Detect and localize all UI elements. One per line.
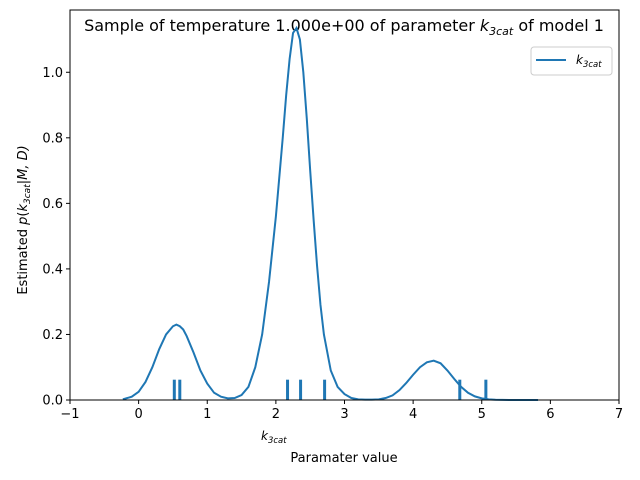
y-tick-label: 0.0 bbox=[42, 394, 63, 409]
x-axis-note-k: k bbox=[261, 429, 269, 443]
y-axis-label-main: Estimated bbox=[16, 225, 31, 295]
y-axis-label: Estimated p(k3cat|M, D) bbox=[16, 145, 33, 294]
y-axis-label-p: p bbox=[16, 217, 31, 226]
y-tick-label: 0.4 bbox=[42, 262, 63, 277]
legend-label: k3cat bbox=[576, 53, 602, 70]
x-tick-label: 7 bbox=[615, 407, 623, 422]
x-tick-label: 1 bbox=[203, 407, 211, 422]
legend-label-sub: 3cat bbox=[583, 60, 602, 70]
y-tick-label: 0.8 bbox=[42, 131, 63, 146]
x-tick-label: 6 bbox=[546, 407, 554, 422]
density-line bbox=[122, 25, 539, 401]
x-tick-label: −1 bbox=[60, 407, 79, 422]
y-axis-label-k: k bbox=[16, 204, 31, 212]
chart-title-main: Sample of temperature 1.000e+00 of param… bbox=[84, 16, 480, 35]
x-tick-label: 4 bbox=[409, 407, 417, 422]
x-tick-label: 2 bbox=[272, 407, 280, 422]
x-axis-label: Paramater value bbox=[290, 451, 397, 466]
chart-title: Sample of temperature 1.000e+00 of param… bbox=[84, 16, 604, 38]
axis-ticks: −1 0 1 2 3 4 5 6 7 0.0 0.2 0.4 0.6 0.8 1.0 bbox=[42, 66, 623, 422]
y-axis-label-paren: ( bbox=[16, 212, 31, 217]
y-tick-label: 0.6 bbox=[42, 197, 63, 212]
legend: k3cat bbox=[530, 46, 613, 76]
y-axis-label-sub: 3cat bbox=[23, 184, 33, 204]
axes-frame bbox=[69, 9, 620, 401]
chart-title-k: k bbox=[480, 16, 490, 35]
y-tick-label: 0.2 bbox=[42, 328, 63, 343]
y-tick-label: 1.0 bbox=[42, 66, 63, 81]
x-axis-note-sub: 3cat bbox=[268, 436, 287, 446]
x-tick-label: 3 bbox=[340, 407, 348, 422]
x-tick-label: 0 bbox=[134, 407, 142, 422]
chart-title-sub: 3cat bbox=[489, 25, 514, 38]
plot-area bbox=[122, 25, 539, 401]
x-axis-note: k3cat bbox=[261, 429, 287, 446]
y-axis-label-rest: |M, D) bbox=[16, 145, 31, 184]
chart-title-tail: of model 1 bbox=[513, 16, 604, 35]
x-tick-label: 5 bbox=[478, 407, 486, 422]
legend-box bbox=[530, 46, 613, 76]
legend-label-k: k bbox=[576, 53, 584, 67]
